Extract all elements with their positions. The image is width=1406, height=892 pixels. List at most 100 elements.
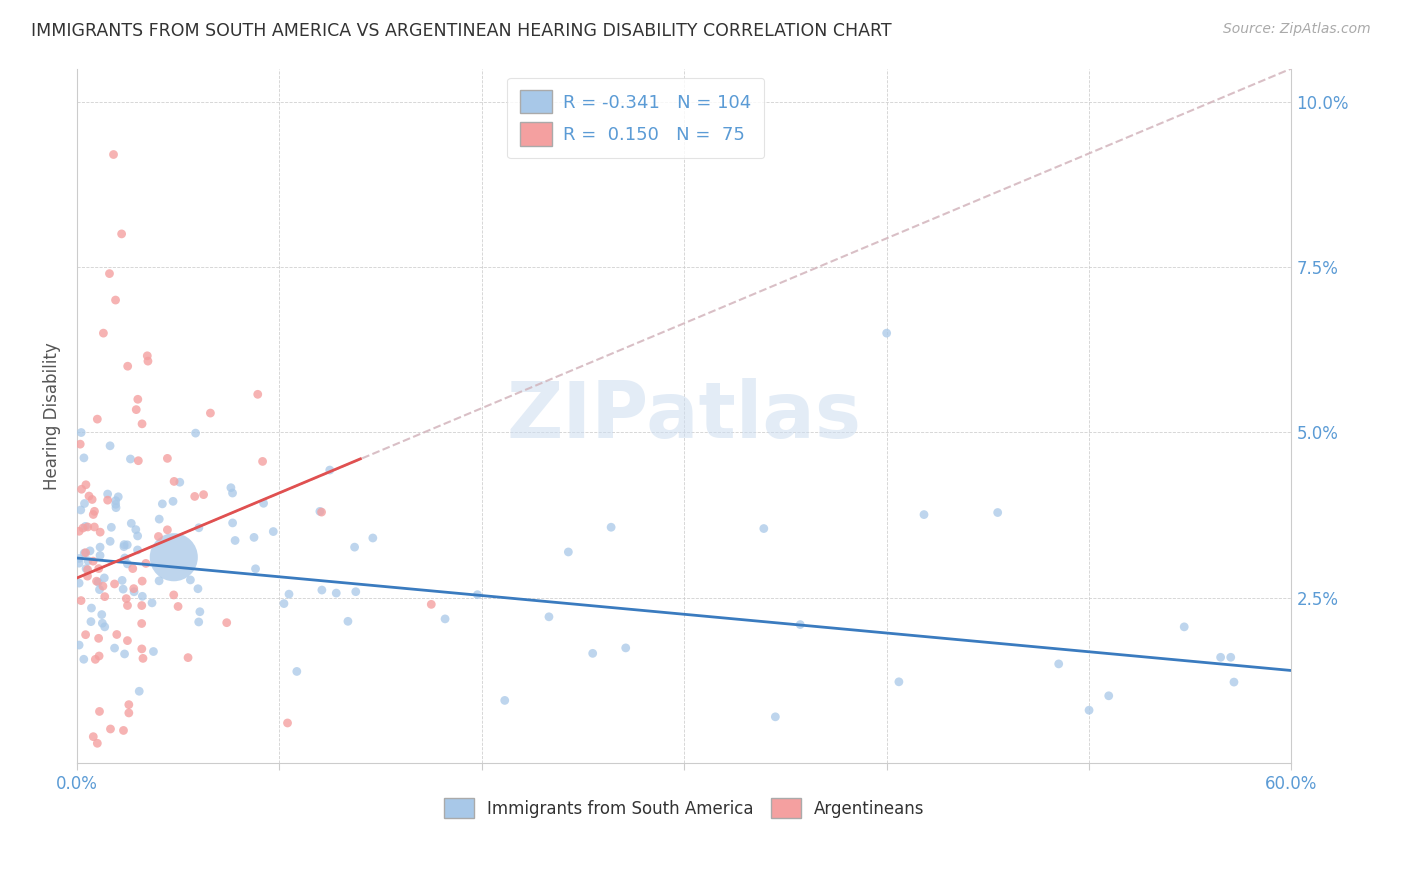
Point	[221, 516, 243, 530]
Point	[150, 497, 173, 511]
Point	[112, 582, 135, 596]
Point	[117, 359, 139, 374]
Point	[188, 605, 211, 619]
Point	[311, 505, 333, 519]
Point	[82, 730, 104, 744]
Point	[912, 508, 935, 522]
Point	[162, 494, 184, 508]
Point	[103, 147, 125, 161]
Text: Source: ZipAtlas.com: Source: ZipAtlas.com	[1223, 22, 1371, 37]
Point	[131, 574, 153, 588]
Point	[1098, 689, 1121, 703]
Point	[86, 736, 108, 750]
Point	[77, 489, 100, 503]
Point	[69, 503, 91, 517]
Point	[183, 490, 205, 504]
Point	[763, 710, 786, 724]
Point	[70, 425, 93, 440]
Point	[127, 453, 149, 467]
Point	[111, 227, 132, 241]
Point	[91, 616, 114, 631]
Point	[163, 475, 186, 489]
Point	[80, 601, 103, 615]
Point	[344, 584, 367, 599]
Point	[79, 544, 101, 558]
Legend: Immigrants from South America, Argentineans: Immigrants from South America, Argentine…	[437, 792, 931, 824]
Point	[112, 723, 135, 738]
Point	[91, 579, 114, 593]
Point	[420, 598, 443, 612]
Point	[193, 488, 215, 502]
Point	[127, 529, 149, 543]
Point	[276, 716, 298, 731]
Point	[163, 550, 186, 565]
Point	[87, 632, 110, 646]
Point	[122, 582, 145, 596]
Point	[70, 593, 93, 607]
Point	[121, 561, 143, 575]
Point	[87, 575, 110, 590]
Text: ZIPatlas: ZIPatlas	[506, 378, 862, 454]
Point	[89, 549, 111, 563]
Point	[494, 693, 516, 707]
Point	[1047, 657, 1070, 671]
Point	[1223, 675, 1246, 690]
Point	[252, 496, 274, 510]
Point	[752, 522, 775, 536]
Point	[125, 402, 148, 417]
Point	[73, 496, 96, 510]
Point	[361, 531, 384, 545]
Point	[219, 481, 242, 495]
Point	[90, 607, 112, 622]
Point	[122, 584, 145, 599]
Point	[67, 524, 90, 539]
Point	[582, 646, 605, 660]
Point	[148, 512, 170, 526]
Point	[114, 551, 136, 566]
Point	[614, 640, 637, 655]
Point	[434, 612, 457, 626]
Point	[98, 534, 121, 549]
Point	[72, 521, 94, 535]
Point	[115, 591, 138, 606]
Point	[97, 487, 120, 501]
Point	[94, 590, 117, 604]
Point	[89, 525, 111, 540]
Point	[177, 650, 200, 665]
Point	[876, 326, 898, 340]
Point	[117, 538, 139, 552]
Point	[167, 599, 190, 614]
Point	[343, 540, 366, 554]
Point	[75, 561, 97, 575]
Point	[252, 454, 274, 468]
Point	[89, 582, 111, 597]
Point	[278, 587, 301, 601]
Point	[128, 684, 150, 698]
Point	[76, 569, 98, 583]
Point	[179, 573, 201, 587]
Point	[111, 574, 134, 588]
Point	[1219, 650, 1241, 665]
Point	[987, 506, 1010, 520]
Point	[107, 490, 129, 504]
Point	[70, 482, 93, 496]
Point	[93, 571, 115, 585]
Point	[114, 647, 136, 661]
Point	[262, 524, 284, 539]
Point	[67, 551, 90, 566]
Point	[169, 475, 191, 490]
Text: IMMIGRANTS FROM SOUTH AMERICA VS ARGENTINEAN HEARING DISABILITY CORRELATION CHAR: IMMIGRANTS FROM SOUTH AMERICA VS ARGENTI…	[31, 22, 891, 40]
Point	[557, 545, 579, 559]
Point	[309, 504, 332, 518]
Point	[141, 596, 163, 610]
Point	[325, 586, 347, 600]
Point	[69, 437, 91, 451]
Point	[163, 588, 186, 602]
Point	[75, 546, 97, 560]
Point	[127, 543, 149, 558]
Point	[83, 504, 105, 518]
Point	[75, 477, 97, 491]
Point	[77, 554, 100, 568]
Point	[82, 554, 104, 568]
Point	[104, 497, 127, 511]
